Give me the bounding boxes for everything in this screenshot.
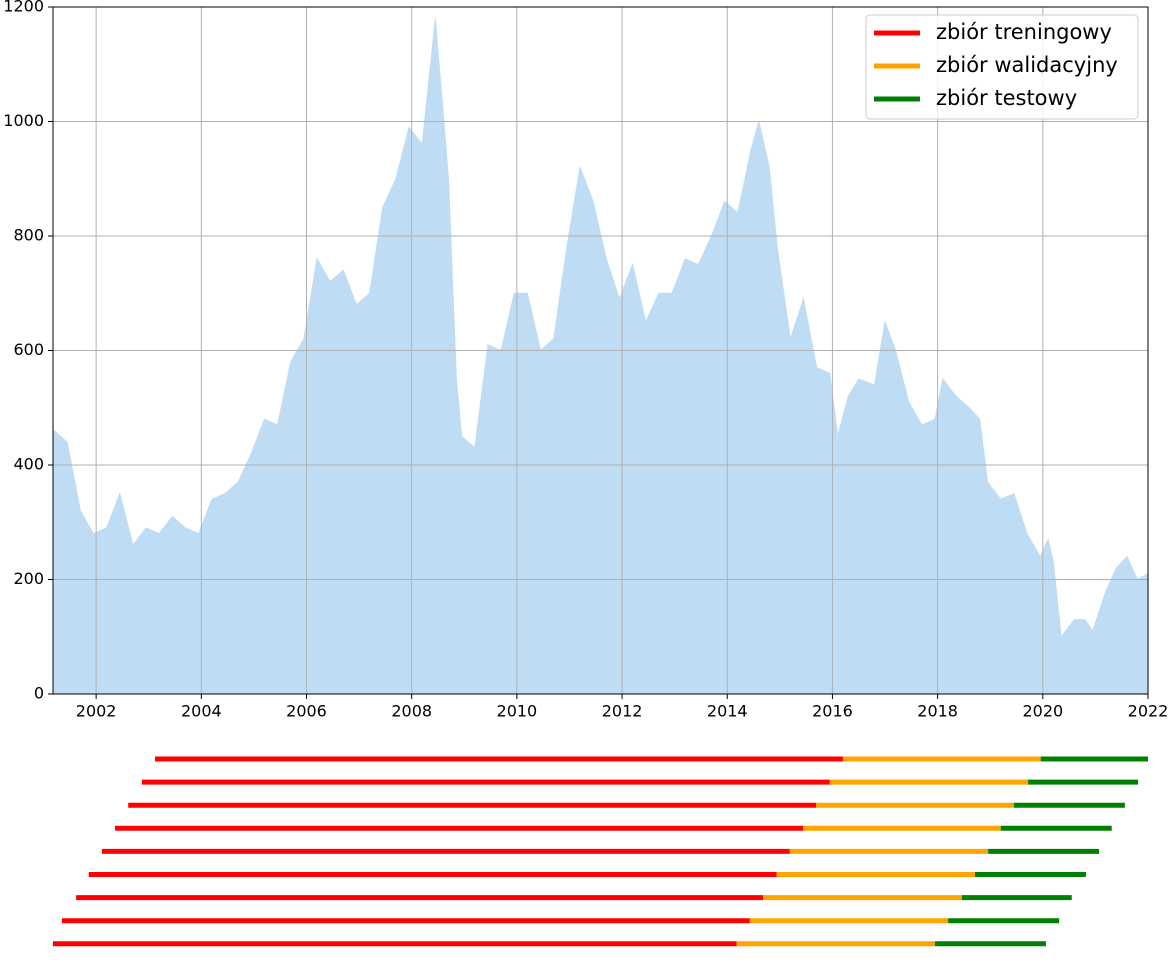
y-tick-label: 200 [13,569,44,588]
x-tick-label: 2022 [1128,702,1169,721]
legend-label: zbiór walidacyjny [936,53,1118,77]
x-tick-label: 2006 [286,702,327,721]
y-tick-label: 400 [13,455,44,474]
y-tick-label: 0 [34,684,44,703]
x-tick-label: 2008 [391,702,432,721]
x-tick-label: 2012 [602,702,643,721]
legend-box [865,14,1139,120]
plot-frame [52,6,1149,695]
legend: zbiór treningowy zbiór walidacyjny zbiór t… [865,14,1139,120]
x-tick-label: 2004 [181,702,222,721]
x-tick-label: 2014 [707,702,748,721]
y-tick-label: 1200 [3,0,44,16]
x-tick-label: 2018 [917,702,958,721]
x-tick-label: 2020 [1022,702,1063,721]
area [53,18,1149,695]
y-tick-label: 600 [13,340,44,359]
x-tick-label: 2016 [812,702,853,721]
legend-label: zbiór testowy [936,86,1077,110]
y-tick-label: 800 [13,226,44,245]
y-tick-label: 1000 [3,111,44,130]
x-tick-label: 2010 [497,702,538,721]
x-tick-label: 2002 [76,702,117,721]
legend-label: zbiór treningowy [936,20,1112,44]
